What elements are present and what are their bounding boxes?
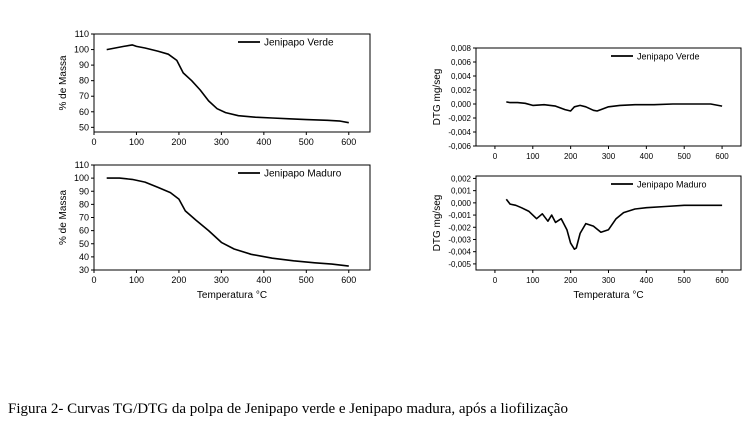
y-tick-label: -0,002 [448, 114, 471, 123]
x-tick-label: 100 [129, 275, 144, 285]
chart-panel-bottom-left: 0 100 200 300 400 500 600 30 40 50 60 70 80 90 100 110%… [58, 160, 371, 301]
x-tick-label: 300 [602, 276, 616, 285]
x-tick-label: 600 [341, 275, 356, 285]
x-tick-label: 400 [640, 152, 654, 161]
x-tick-label: 200 [564, 152, 578, 161]
x-tick-label: 400 [256, 275, 271, 285]
y-tick-label: 50 [79, 122, 89, 132]
y-tick-label: 30 [79, 265, 89, 275]
y-tick-label: 70 [79, 213, 89, 223]
x-tick-label: 300 [602, 152, 616, 161]
figure-caption: Figura 2- Curvas TG/DTG da polpa de Jeni… [8, 401, 568, 417]
legend-label: Jenipapo Maduro [264, 169, 342, 180]
y-tick-label: 0,004 [451, 72, 472, 81]
y-tick-label: 0,002 [451, 174, 472, 183]
legend-label: Jenipapo Maduro [637, 180, 707, 190]
y-tick-label: 50 [79, 239, 89, 249]
x-tick-label: 0 [91, 275, 96, 285]
y-tick-label: 60 [79, 107, 89, 117]
series-line [106, 177, 349, 267]
chart-panel-bottom-right: 0 100 200 300 400 500 600 -0,005 -0,004 -0,003 -0,… [432, 174, 742, 301]
y-tick-label: 80 [79, 76, 89, 86]
chart-panel-top-left: 0 100 200 300 400 500 600 50 60 70 80 90 100 110 % de … [58, 29, 371, 147]
y-tick-label: 40 [79, 252, 89, 262]
x-tick-label: 500 [299, 137, 314, 147]
series-line [505, 198, 723, 250]
series-line [506, 101, 723, 112]
x-tick-label: 300 [214, 137, 229, 147]
y-tick-label: 0,000 [451, 199, 472, 208]
y-tick-label: 0,008 [451, 44, 472, 53]
x-tick-label: 0 [91, 137, 96, 147]
x-tick-label: 400 [256, 137, 271, 147]
y-tick-label: -0,001 [448, 211, 471, 220]
y-tick-label: 90 [79, 60, 89, 70]
y-tick-label: 0,001 [451, 187, 472, 196]
x-tick-label: 100 [526, 152, 540, 161]
x-tick-label: 500 [299, 275, 314, 285]
x-tick-label: 200 [171, 137, 186, 147]
legend-label: Jenipapo Verde [637, 52, 700, 62]
y-tick-label: 0,002 [451, 86, 472, 95]
x-tick-label: 500 [678, 276, 692, 285]
legend-label: Jenipapo Verde [264, 38, 334, 49]
series-line [106, 44, 349, 124]
x-tick-label: 200 [171, 275, 186, 285]
x-tick-label: 300 [214, 275, 229, 285]
chart-panel-top-right: 0 100 200 300 400 500 600 -0,006 -0,004 -0,002 0,0… [432, 44, 742, 161]
y-axis-label: % de Massa [58, 190, 69, 245]
plot-frame [475, 175, 742, 271]
x-tick-label: 600 [715, 152, 729, 161]
x-tick-label: 100 [526, 276, 540, 285]
x-tick-label: 500 [678, 152, 692, 161]
y-tick-label: 0,006 [451, 58, 472, 67]
x-tick-label: 0 [493, 276, 498, 285]
y-tick-label: 60 [79, 226, 89, 236]
y-axis-label: DTG mg/seg [432, 69, 443, 126]
y-tick-label: 110 [75, 29, 89, 39]
y-tick-label: 100 [74, 173, 89, 183]
y-tick-label: 0,000 [451, 100, 472, 109]
plot-frame [475, 47, 742, 147]
x-tick-label: 0 [493, 152, 498, 161]
y-tick-label: 70 [79, 91, 89, 101]
y-tick-label: 80 [79, 199, 89, 209]
y-tick-label: -0,004 [448, 128, 471, 137]
x-tick-label: 200 [564, 276, 578, 285]
y-tick-label: -0,004 [448, 248, 471, 257]
x-axis-label: Temperatura °C [573, 290, 643, 301]
x-tick-label: 400 [640, 276, 654, 285]
y-tick-label: 90 [79, 186, 89, 196]
y-tick-label: -0,005 [448, 260, 471, 269]
y-tick-label: -0,002 [448, 223, 471, 232]
y-tick-label: 100 [74, 45, 89, 55]
x-tick-label: 600 [341, 137, 356, 147]
x-tick-label: 100 [129, 137, 144, 147]
plot-frame [93, 33, 371, 133]
y-axis-label: DTG mg/seg [432, 195, 443, 252]
y-tick-label: -0,006 [448, 142, 471, 151]
y-tick-label: 110 [75, 160, 89, 170]
y-tick-label: -0,003 [448, 235, 471, 244]
x-tick-label: 600 [715, 276, 729, 285]
x-axis-label: Temperatura °C [197, 290, 267, 301]
y-axis-label: % de Massa [58, 55, 69, 110]
